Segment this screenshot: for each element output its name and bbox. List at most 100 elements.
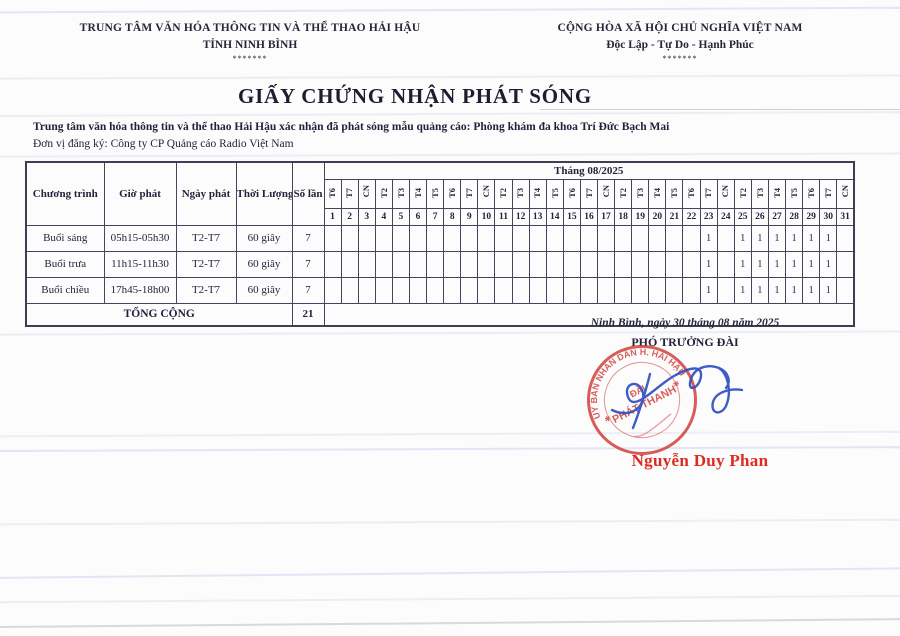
day-mark-cell [614, 276, 633, 304]
day-mark-cell: 1 [767, 224, 787, 252]
broadcast-schedule-table: Chương trình Giờ phát Ngày phát Thời Lượ… [25, 161, 855, 327]
day-mark-cell: 1 [802, 276, 821, 304]
day-mark-cell [665, 250, 684, 278]
day-number-cell: 30 [819, 207, 838, 226]
weekday-header-row: T6 T7 CN T2 T3 T4 T5 T6 T7 CN T2 T3 T4 T5 T6 T7 CN T2 T3 T4… [26, 178, 855, 209]
day-mark-cell [374, 276, 393, 304]
day-mark-cell [460, 276, 479, 304]
weekday-cell: T3 [750, 178, 769, 209]
day-mark-cell [391, 250, 410, 278]
day-mark-cell [836, 276, 855, 304]
program-name: Buổi trưa [25, 250, 105, 278]
day-mark-cell: 1 [733, 250, 752, 278]
day-mark-cell [579, 224, 599, 252]
day-number-cell: 20 [648, 207, 667, 226]
day-mark-cell [443, 276, 462, 304]
day-number-cell: 18 [614, 207, 633, 226]
day-mark-cell [631, 224, 650, 252]
day-mark-cell [426, 276, 445, 304]
broadcast-days: T2-T7 [175, 276, 237, 304]
broadcast-time: 11h15-11h30 [103, 250, 177, 278]
day-mark-cell: 1 [767, 250, 787, 278]
date-place-line: Ninh Bình, ngày 30 tháng 08 năm 2025 [590, 317, 780, 329]
weekday-cell: T6 [682, 178, 701, 209]
weekday-cell: T7 [699, 178, 718, 209]
month-header: Tháng 08/2025 [323, 161, 855, 180]
national-motto-header: CỘNG HÒA XÃ HỘI CHỦ NGHĨA VIỆT NAM Độc L… [480, 20, 880, 63]
day-mark-cell [836, 224, 855, 252]
scan-artifact-line [0, 566, 900, 580]
schedule-row: Buổi trưa 11h15-11h30 T2-T7 60 giây 7 1 1 1 1 1 1 1 [25, 250, 855, 278]
day-mark-cell [596, 276, 616, 304]
weekday-cell: T7 [579, 178, 599, 209]
day-mark-cell [716, 276, 735, 304]
day-number-cell: 27 [767, 207, 787, 226]
weekday-cell: T7 [340, 178, 359, 209]
day-mark-cell: 1 [767, 276, 787, 304]
issuer-divider-stars: ******* [232, 53, 268, 63]
scan-artifact-line [0, 617, 900, 629]
day-mark-cell [443, 224, 462, 252]
broadcast-days: T2-T7 [175, 250, 237, 278]
weekday-cell: T2 [733, 178, 752, 209]
weekday-cell: CN [716, 178, 735, 209]
signer-position: PHÓ TRƯỞNG ĐÀI [631, 335, 739, 349]
title-underline [540, 109, 900, 110]
day-mark-cell [494, 224, 513, 252]
day-mark-cell: 1 [750, 276, 769, 304]
day-mark-cell [477, 224, 496, 252]
day-number-cell: 28 [785, 207, 804, 226]
day-mark-cell: 1 [819, 224, 838, 252]
weekday-cell: T5 [665, 178, 684, 209]
day-number-cell: 29 [802, 207, 821, 226]
spot-duration: 60 giây [235, 224, 293, 252]
total-value: 21 [291, 302, 325, 327]
day-mark-cell [374, 224, 393, 252]
confirmation-statement: Trung tâm văn hóa thông tin và thể thao … [33, 121, 670, 133]
weekday-cell: CN [836, 178, 855, 209]
day-mark-cell [579, 250, 599, 278]
weekday-cell: T4 [528, 178, 547, 209]
day-number-header-row: 1 2 3 4 5 6 7 8 9 10 11 12 13 14 15 16 17 18 19 20 21 22 23 24 2… [26, 207, 855, 226]
schedule-row: Buổi chiều 17h45-18h00 T2-T7 60 giây 7 1 1 1 1 1 1… [25, 276, 855, 304]
day-mark-cell [528, 276, 547, 304]
day-mark-cell: 1 [699, 250, 718, 278]
day-mark-cell [631, 276, 650, 304]
day-mark-cell [836, 250, 855, 278]
day-mark-cell [408, 224, 428, 252]
weekday-cell: T2 [614, 178, 633, 209]
issuer-name: TRUNG TÂM VĂN HÓA THÔNG TIN VÀ THỂ THAO … [79, 22, 421, 34]
times-per-row: 7 [291, 276, 325, 304]
day-mark-cell: 1 [750, 224, 769, 252]
day-number-cell: 23 [699, 207, 718, 226]
weekday-cell: CN [357, 178, 376, 209]
day-mark-cell [545, 276, 564, 304]
table-header-row: Chương trình Giờ phát Ngày phát Thời Lượ… [25, 161, 855, 226]
weekday-cell: T7 [460, 178, 479, 209]
day-number-cell: 25 [733, 207, 752, 226]
stamp-star-right: ✱ [671, 378, 681, 389]
day-mark-cell: 1 [802, 250, 821, 278]
day-mark-cell [562, 224, 581, 252]
schedule-row: Buổi sáng 05h15-05h30 T2-T7 60 giây 7 1 1 1 1 1 1 1 [25, 224, 855, 252]
day-number-cell: 6 [408, 207, 428, 226]
handwritten-signature [610, 365, 744, 430]
day-number-cell: 24 [716, 207, 735, 226]
weekday-cell: T5 [545, 178, 564, 209]
day-number-cell: 22 [682, 207, 701, 226]
weekday-cell: T4 [648, 178, 667, 209]
weekday-cell: T5 [785, 178, 804, 209]
weekday-cell: T5 [426, 178, 445, 209]
day-number-cell: 10 [477, 207, 496, 226]
day-mark-cell [682, 276, 701, 304]
day-mark-cell [648, 250, 667, 278]
day-mark-cell [323, 224, 342, 252]
day-number-cell: 14 [545, 207, 564, 226]
day-number-cell: 21 [665, 207, 684, 226]
day-mark-cell [340, 250, 359, 278]
weekday-cell: CN [477, 178, 496, 209]
day-mark-cell [596, 250, 616, 278]
day-number-cell: 15 [562, 207, 581, 226]
total-label: TỔNG CỘNG [25, 302, 293, 327]
broadcast-time: 17h45-18h00 [103, 276, 177, 304]
